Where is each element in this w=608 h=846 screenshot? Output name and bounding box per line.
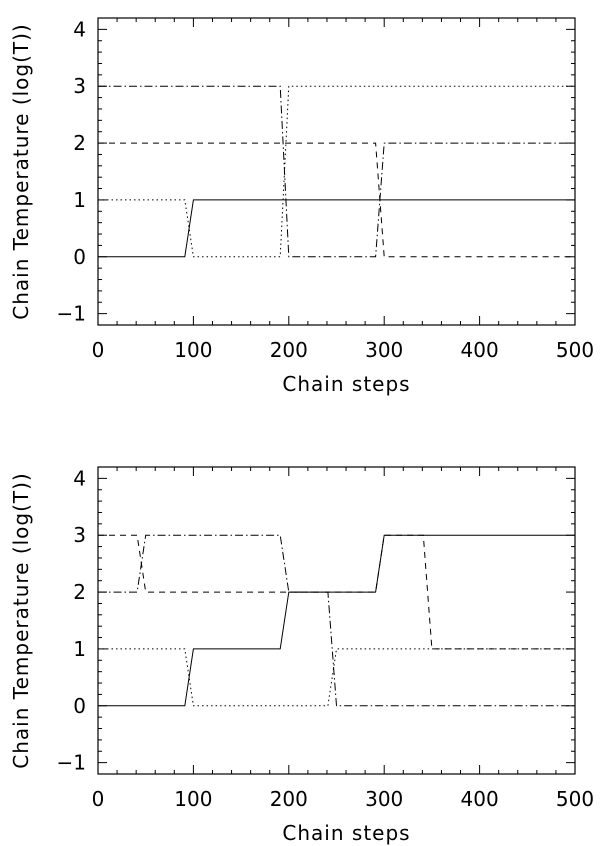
bottom-x-tick-label: 0: [92, 787, 105, 811]
bottom-series-solid-line: [98, 534, 575, 707]
top-y-tick-label: 4: [73, 17, 86, 41]
top-x-tick-label: 300: [365, 338, 403, 362]
bottom-x-tick-label: 300: [365, 787, 403, 811]
top-plot-frame: [97, 17, 576, 326]
bottom-y-tick-label: 3: [73, 523, 86, 547]
bottom-y-tick-label: 0: [73, 694, 86, 718]
top-x-tick-label: 100: [174, 338, 212, 362]
bottom-plot-frame: [97, 466, 576, 775]
top-y-tick-label: −1: [57, 302, 86, 326]
bottom-x-axis-title: Chain steps: [282, 821, 410, 845]
bottom-x-tick-label: 400: [461, 787, 499, 811]
bottom-x-tick-label: 100: [174, 787, 212, 811]
top-x-tick-label: 500: [556, 338, 594, 362]
top-y-tick-label: 0: [73, 245, 86, 269]
bottom-x-tick-label: 500: [556, 787, 594, 811]
top-y-axis-title: Chain Temperature (log(T)): [9, 23, 33, 319]
top-y-tick-label: 2: [73, 131, 86, 155]
top-x-tick-label: 200: [270, 338, 308, 362]
bottom-y-tick-label: 2: [73, 580, 86, 604]
bottom-y-tick-label: 1: [73, 637, 86, 661]
bottom-y-tick-label: 4: [73, 466, 86, 490]
bottom-series-dashed-line: [98, 534, 575, 650]
top-y-tick-label: 3: [73, 74, 86, 98]
bottom-series-dashdot-line: [98, 534, 575, 707]
top-series-dashdot-line: [98, 85, 575, 258]
top-series-solid-line: [98, 199, 575, 258]
top-series-dotted-line: [98, 85, 575, 258]
top-x-tick-label: 0: [92, 338, 105, 362]
bottom-y-axis-title: Chain Temperature (log(T)): [9, 472, 33, 768]
bottom-x-tick-label: 200: [270, 787, 308, 811]
bottom-series-dotted-line: [98, 648, 575, 707]
top-x-tick-label: 400: [461, 338, 499, 362]
top-x-axis-title: Chain steps: [282, 372, 410, 396]
bottom-y-tick-label: −1: [57, 751, 86, 775]
top-y-tick-label: 1: [73, 188, 86, 212]
